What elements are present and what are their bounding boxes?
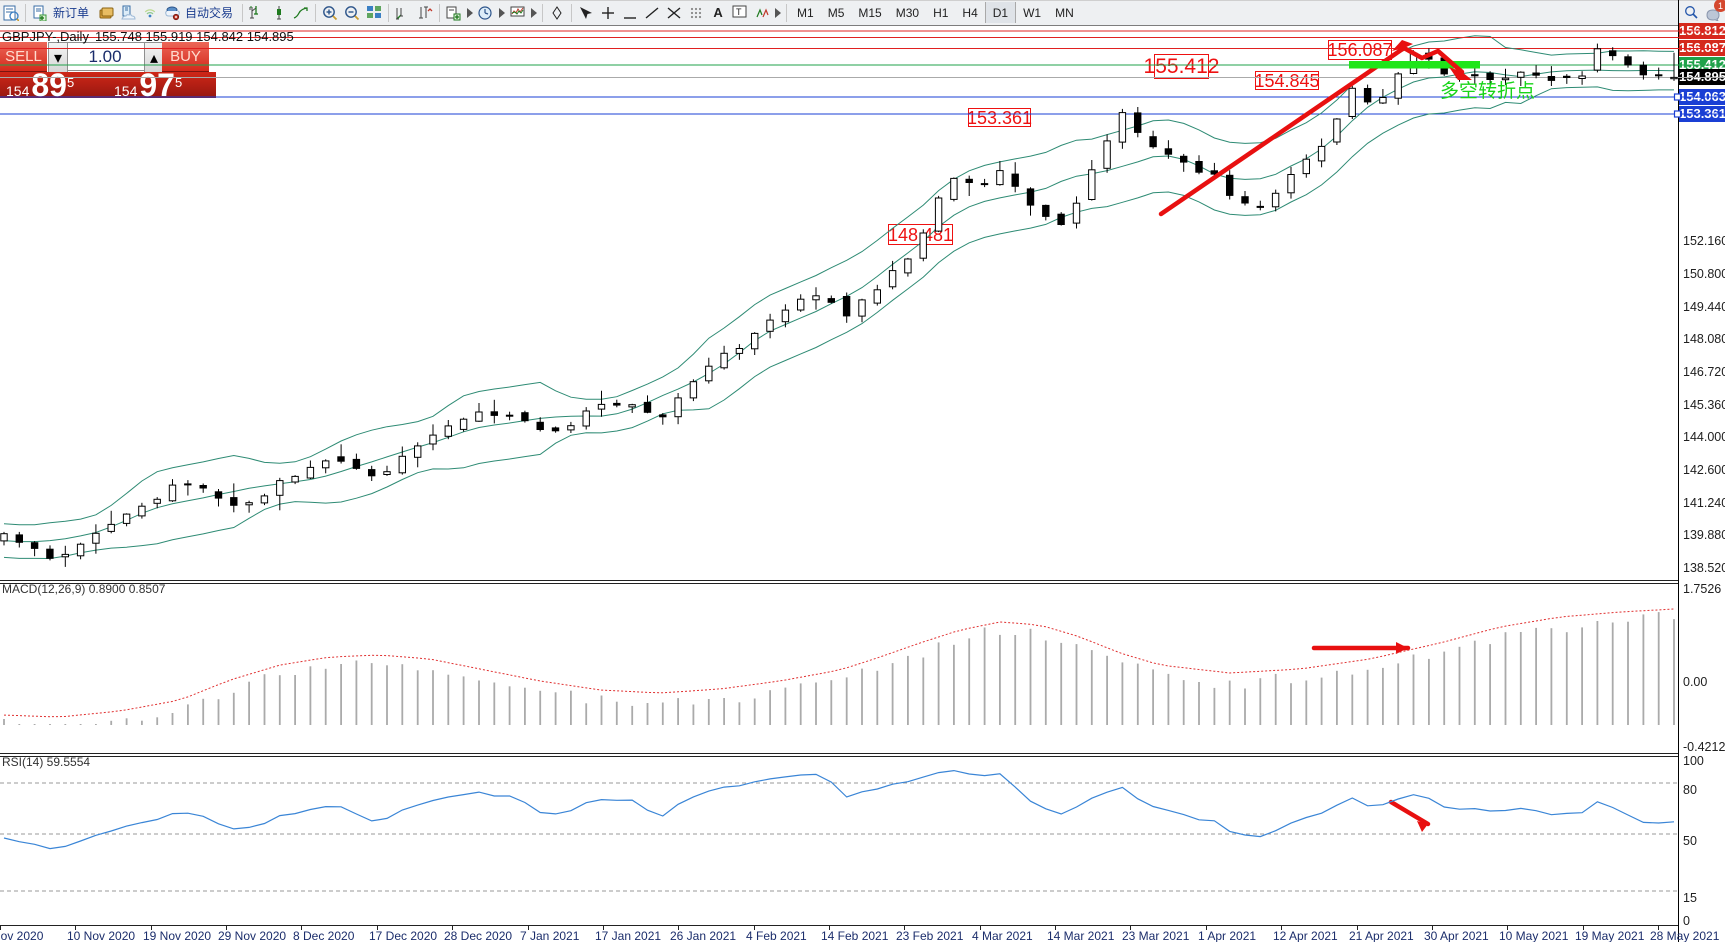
svg-text:多空转折点: 多空转折点 [1440, 80, 1535, 102]
